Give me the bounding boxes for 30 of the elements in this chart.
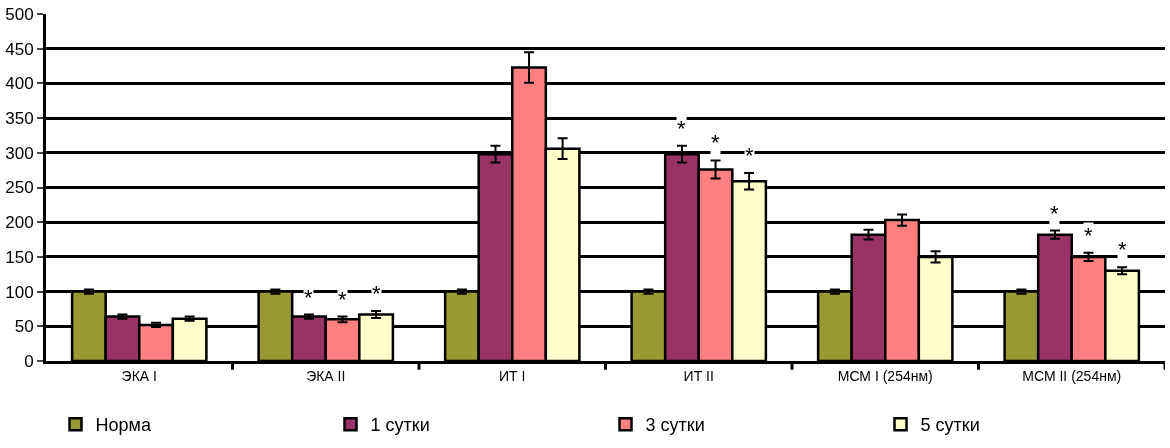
legend-label: 3 сутки	[645, 415, 705, 436]
legend-label: 5 сутки	[920, 415, 980, 436]
data-label: *	[304, 285, 313, 310]
data-label: *	[711, 130, 720, 155]
data-label: *	[1118, 237, 1127, 262]
data-label: *	[1084, 223, 1093, 248]
legend-label: 1 сутки	[370, 415, 430, 436]
y-tick-label: 50	[14, 317, 34, 337]
data-label: *	[677, 116, 686, 141]
x-tick-label: МСМ II (254нм)	[1022, 367, 1122, 384]
y-tick-label: 450	[5, 39, 34, 59]
y-tick-label: 500	[5, 4, 34, 24]
x-tick-label: МСМ I (254нм)	[837, 367, 933, 384]
y-tick-label: 250	[5, 178, 34, 198]
data-label: *	[338, 287, 347, 312]
data-label: *	[1050, 201, 1059, 226]
x-tick-label: ИТ I	[499, 367, 526, 384]
y-tick-label: 200	[5, 213, 34, 233]
data-label: *	[372, 281, 381, 306]
y-tick-label: 300	[5, 143, 34, 163]
data-label: *	[745, 143, 754, 168]
y-tick-label: 350	[5, 109, 34, 129]
legend-label: Норма	[95, 415, 152, 436]
y-tick-label: 400	[5, 74, 34, 94]
x-tick-label: ЭКА II	[306, 367, 346, 384]
y-tick-label: 150	[5, 247, 34, 267]
x-tick-label: ЭКА I	[121, 367, 157, 384]
y-tick-label: 0	[24, 351, 34, 371]
x-tick-label: ИТ II	[683, 367, 714, 384]
y-tick-label: 100	[5, 282, 34, 302]
